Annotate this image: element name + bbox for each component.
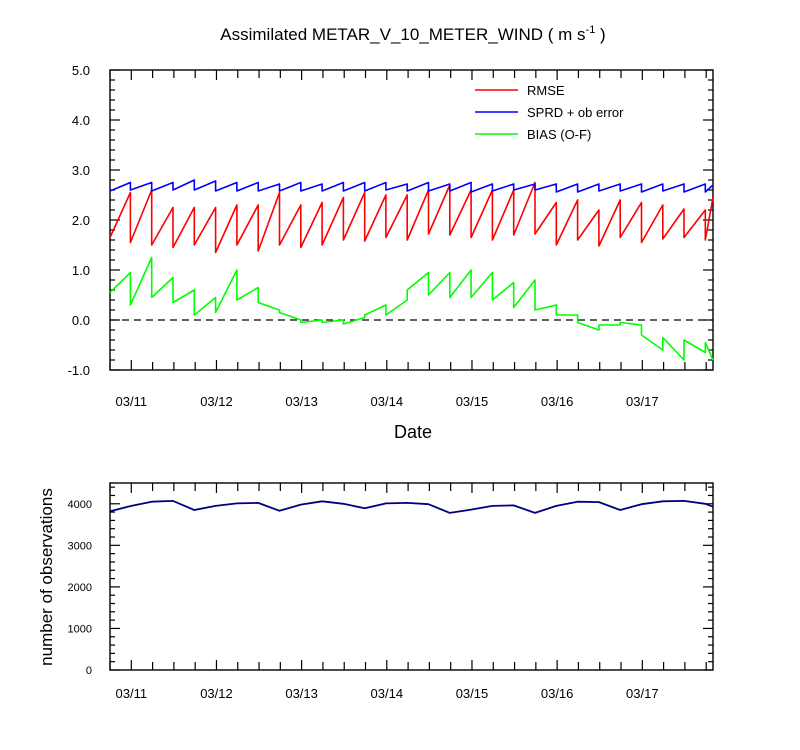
bottom-xtick-label: 03/13 xyxy=(285,686,318,701)
bottom-xtick-label: 03/14 xyxy=(371,686,404,701)
top-ytick-label: 0.0 xyxy=(72,313,90,328)
bottom-xtick-label: 03/11 xyxy=(116,686,148,701)
top-series-rmse xyxy=(109,181,714,254)
top-xtick-label: 03/13 xyxy=(285,394,318,409)
bottom-xtick-label: 03/17 xyxy=(626,686,659,701)
bottom-ytick-label: 4000 xyxy=(68,499,92,511)
bottom-chart-ylabel: number of observations xyxy=(37,488,56,666)
top-xtick-label: 03/17 xyxy=(626,394,659,409)
top-chart-legend: RMSE SPRD + ob error BIAS (O-F) xyxy=(475,83,624,142)
bottom-series-observations xyxy=(109,499,714,514)
bottom-ytick-label: 0 xyxy=(86,665,92,677)
top-xtick-label: 03/16 xyxy=(541,394,574,409)
legend-label-sprd: SPRD + ob error xyxy=(527,105,624,120)
bottom-chart-frame xyxy=(109,482,714,671)
legend-label-rmse: RMSE xyxy=(527,83,565,98)
bottom-chart-panel: 03/11 03/12 03/13 03/14 03/15 03/16 03/17 0 1000… xyxy=(68,482,714,701)
top-chart-xlabel: Date xyxy=(394,422,432,442)
top-xtick-label: 03/12 xyxy=(200,394,233,409)
legend-label-bias: BIAS (O-F) xyxy=(527,127,591,142)
bottom-ytick-label: 2000 xyxy=(68,582,92,594)
top-xtick-label: 03/14 xyxy=(371,394,404,409)
top-chart-title-tail: ) xyxy=(595,25,605,44)
top-ytick-label: -1.0 xyxy=(68,363,90,378)
bottom-ytick-label: 1000 xyxy=(68,624,92,636)
bottom-xtick-label: 03/15 xyxy=(456,686,489,701)
top-ytick-label: 5.0 xyxy=(72,63,90,78)
top-ytick-label: 3.0 xyxy=(72,163,90,178)
top-series-bias-o-f xyxy=(109,256,714,361)
top-xtick-label: 03/15 xyxy=(456,394,489,409)
top-ytick-label: 2.0 xyxy=(72,213,90,228)
bottom-ytick-label: 3000 xyxy=(68,541,92,553)
bottom-xtick-label: 03/16 xyxy=(541,686,574,701)
top-ytick-label: 1.0 xyxy=(72,263,90,278)
top-chart-panel: 03/11 03/12 03/13 03/14 03/15 03/16 03/17 -1.0 0… xyxy=(68,63,714,409)
top-chart-title: Assimilated METAR_V_10_METER_WIND ( m s-… xyxy=(220,24,605,44)
bottom-xtick-label: 03/12 xyxy=(200,686,233,701)
top-ytick-label: 4.0 xyxy=(72,113,90,128)
top-xtick-label: 03/11 xyxy=(116,394,148,409)
top-chart-title-superscript: -1 xyxy=(586,24,596,36)
top-series-sprd-ob-error xyxy=(109,179,714,193)
